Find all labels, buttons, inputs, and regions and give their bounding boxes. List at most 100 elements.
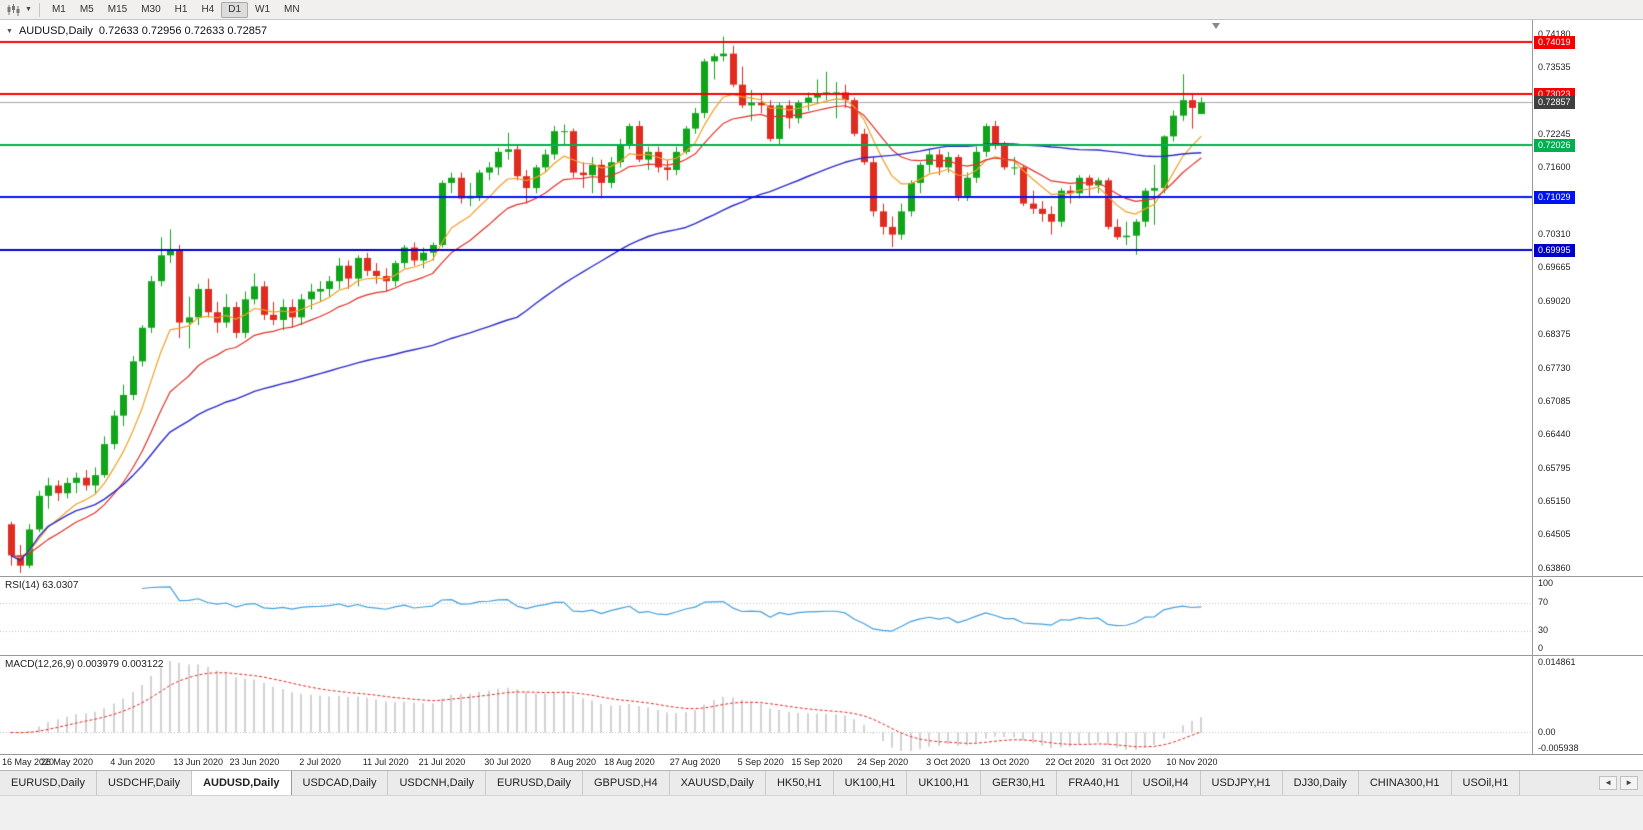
price-axis-label: 0.73535 bbox=[1538, 62, 1571, 73]
price-axis-label: 0.72245 bbox=[1538, 129, 1571, 140]
date-axis-label: 24 Sep 2020 bbox=[857, 757, 909, 767]
candlestick-chart-icon[interactable] bbox=[4, 3, 23, 17]
rsi-pane: RSI(14) 63.0307 100 70 30 0 bbox=[0, 576, 1643, 656]
timeframe-button-m30[interactable]: M30 bbox=[141, 3, 161, 15]
rsi-label: RSI(14) 63.0307 bbox=[5, 580, 79, 591]
date-axis-label: 4 Jun 2020 bbox=[110, 757, 155, 767]
chart-tab-bar: EURUSD,Daily USDCHF,Daily AUDUSD,Daily USDC… bbox=[0, 770, 1643, 795]
tab-scroll-left-icon[interactable]: ◄ bbox=[1599, 776, 1618, 790]
macd-pane: MACD(12,26,9) 0.003979 0.003122 0.014861… bbox=[0, 655, 1643, 755]
chart-tab[interactable]: EURUSD,Daily bbox=[0, 771, 97, 795]
price-axis-label: 0.69665 bbox=[1538, 262, 1571, 273]
chart-tab[interactable]: HK50,H1 bbox=[765, 771, 834, 795]
price-axis-label: 0.64505 bbox=[1538, 529, 1571, 540]
chart-tab[interactable]: USOil,H1 bbox=[1451, 771, 1521, 795]
date-axis-label: 3 Oct 2020 bbox=[926, 757, 971, 767]
date-axis-label: 11 Jul 2020 bbox=[362, 757, 409, 767]
price-chart-canvas[interactable] bbox=[0, 20, 1532, 576]
candlestick-chart-glyph bbox=[7, 3, 20, 16]
date-axis-label: 26 May 2020 bbox=[40, 757, 93, 767]
price-axis-label: 0.70310 bbox=[1538, 229, 1571, 240]
chart-tab[interactable]: GER30,H1 bbox=[981, 771, 1058, 795]
date-axis-label: 21 Jul 2020 bbox=[418, 757, 466, 767]
rsi-axis[interactable]: 100 70 30 0 bbox=[1532, 577, 1643, 655]
tab-scroll-right-icon[interactable]: ► bbox=[1620, 776, 1638, 790]
chart-tab[interactable]: GBPUSD,H4 bbox=[583, 771, 670, 795]
chart-title: ▼ AUDUSD,Daily 0.72633 0.72956 0.72633 0… bbox=[6, 25, 267, 37]
price-level-badge: 0.72026 bbox=[1534, 139, 1575, 153]
date-axis-label: 8 Aug 2020 bbox=[550, 757, 596, 767]
price-axis-label: 0.66440 bbox=[1538, 429, 1571, 440]
chart-tab[interactable]: UK100,H1 bbox=[907, 771, 982, 795]
price-axis-label: 0.67085 bbox=[1538, 395, 1571, 406]
date-axis-label: 16 May 2020 bbox=[2, 757, 55, 767]
chart-tab[interactable]: DJ30,Daily bbox=[1282, 771, 1359, 795]
date-axis-label: 18 Aug 2020 bbox=[604, 757, 655, 767]
timeframe-button-h1[interactable]: H1 bbox=[174, 3, 188, 15]
price-axis[interactable]: 0.741800.735350.728900.722450.716000.709… bbox=[1532, 20, 1643, 576]
rsi-axis-label: 70 bbox=[1538, 597, 1549, 607]
date-axis-label: 30 Jul 2020 bbox=[484, 757, 531, 767]
chart-tab[interactable]: CHINA300,H1 bbox=[1358, 771, 1452, 795]
tab-scroll-arrows: ◄ ► bbox=[1594, 771, 1643, 795]
date-axis-label: 2 Jul 2020 bbox=[299, 757, 341, 767]
timeframe-group: M1 M5 M15 M30 H1 H4 D1 W1 MN bbox=[45, 1, 307, 18]
chart-tab[interactable]: USDCNH,Daily bbox=[388, 771, 487, 795]
date-axis-label: 31 Oct 2020 bbox=[1101, 757, 1151, 767]
date-axis-label: 13 Jun 2020 bbox=[173, 757, 223, 767]
macd-axis-label: 0.00 bbox=[1538, 726, 1556, 737]
rsi-chart-canvas[interactable] bbox=[0, 578, 1532, 656]
rsi-axis-label: 0 bbox=[1538, 643, 1544, 653]
toolbar: ▼ M1 M5 M15 M30 H1 H4 D1 W1 MN bbox=[0, 0, 1643, 20]
macd-axis[interactable]: 0.014861 0.00 -0.005938 bbox=[1532, 656, 1643, 754]
macd-chart-canvas[interactable] bbox=[0, 657, 1532, 755]
chart-shift-marker[interactable] bbox=[1212, 23, 1220, 29]
symbol-dropdown-icon[interactable]: ▼ bbox=[6, 27, 13, 35]
price-axis-label: 0.65795 bbox=[1538, 462, 1571, 473]
chart-tab[interactable]: USDCAD,Daily bbox=[291, 771, 389, 795]
date-axis-label: 5 Sep 2020 bbox=[737, 757, 784, 767]
timeframe-button-d1[interactable]: D1 bbox=[221, 1, 249, 18]
timeframe-button-m1[interactable]: M1 bbox=[51, 3, 66, 15]
price-axis-label: 0.65150 bbox=[1538, 496, 1571, 506]
price-level-badge: 0.72857 bbox=[1534, 96, 1575, 110]
date-axis-label: 10 Nov 2020 bbox=[1166, 757, 1218, 767]
price-axis-label: 0.71600 bbox=[1538, 162, 1571, 173]
chart-tab[interactable]: USDJPY,H1 bbox=[1200, 771, 1283, 795]
price-level-badge: 0.69995 bbox=[1534, 244, 1575, 258]
timeframe-button-m5[interactable]: M5 bbox=[79, 3, 94, 15]
date-axis-label: 27 Aug 2020 bbox=[669, 757, 721, 767]
status-bar bbox=[0, 795, 1643, 830]
chart-tab[interactable]: FRA40,H1 bbox=[1057, 771, 1132, 795]
rsi-axis-label: 30 bbox=[1538, 625, 1549, 635]
macd-label: MACD(12,26,9) 0.003979 0.003122 bbox=[5, 659, 164, 670]
timeframe-button-m15[interactable]: M15 bbox=[107, 3, 128, 15]
chart-tab[interactable]: EURUSD,Daily bbox=[486, 771, 583, 795]
price-axis-label: 0.69020 bbox=[1538, 295, 1571, 306]
date-axis-label: 15 Sep 2020 bbox=[791, 757, 843, 767]
toolbar-separator bbox=[38, 2, 40, 17]
date-axis-label: 23 Jun 2020 bbox=[229, 757, 280, 767]
chart-tab[interactable]: USOil,H4 bbox=[1131, 771, 1201, 795]
date-axis[interactable]: 16 May 2020 26 May 2020 4 Jun 2020 13 Jun 2… bbox=[0, 754, 1643, 770]
timeframe-button-w1[interactable]: W1 bbox=[255, 3, 271, 15]
date-axis-label: 13 Oct 2020 bbox=[979, 757, 1029, 767]
chart-tab[interactable]: XAUUSD,Daily bbox=[669, 771, 766, 795]
rsi-axis-label: 100 bbox=[1538, 578, 1554, 588]
price-axis-label: 0.74180 bbox=[1538, 28, 1571, 39]
price-axis-label: 0.67730 bbox=[1538, 362, 1571, 373]
timeframe-button-h4[interactable]: H4 bbox=[201, 3, 215, 15]
price-axis-label: 0.63860 bbox=[1538, 562, 1571, 573]
chart-tab[interactable]: USDCHF,Daily bbox=[96, 771, 193, 795]
chart-type-dropdown-icon[interactable]: ▼ bbox=[25, 6, 32, 13]
price-level-badge: 0.74019 bbox=[1534, 36, 1575, 50]
macd-axis-label: 0.014861 bbox=[1538, 657, 1576, 667]
chart-tab[interactable]: AUDUSD,Daily bbox=[192, 771, 292, 795]
price-level-badge: 0.71029 bbox=[1534, 190, 1575, 204]
chart-tab[interactable]: UK100,H1 bbox=[833, 771, 908, 795]
chart-ohlc-values: 0.72633 0.72956 0.72633 0.72857 bbox=[98, 25, 268, 37]
date-axis-label: 22 Oct 2020 bbox=[1045, 757, 1095, 767]
timeframe-button-mn[interactable]: MN bbox=[284, 3, 300, 15]
price-pane: ▼ AUDUSD,Daily 0.72633 0.72956 0.72633 0… bbox=[0, 20, 1643, 576]
